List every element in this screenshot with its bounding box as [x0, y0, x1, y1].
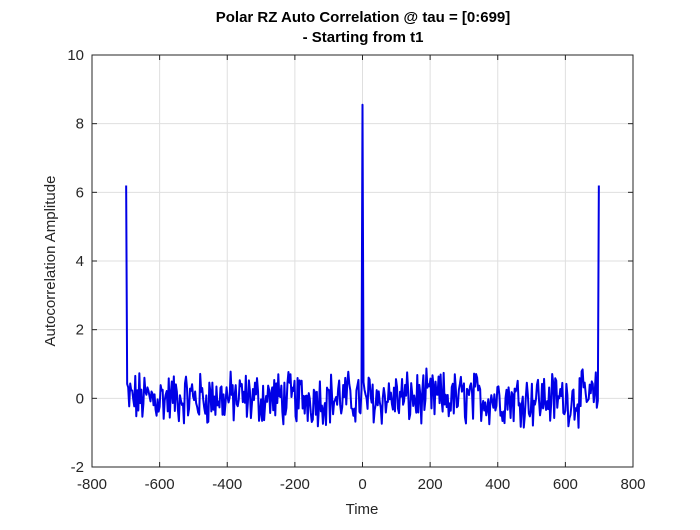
x-tick-label: 800	[620, 476, 645, 493]
x-tick-label: -200	[280, 476, 310, 493]
x-tick-label: -800	[77, 476, 107, 493]
x-tick-label: 400	[485, 476, 510, 493]
chart-title: Polar RZ Auto Correlation @ tau = [0:699…	[216, 9, 511, 46]
y-tick-label: 0	[76, 390, 84, 407]
x-tick-label: -600	[145, 476, 175, 493]
series-layer	[125, 103, 600, 429]
y-tick-label: 10	[67, 47, 84, 64]
axis-ticks	[91, 54, 634, 468]
series-line	[125, 103, 600, 429]
y-tick-label: 6	[76, 184, 84, 201]
x-axis-label: Time	[346, 501, 379, 518]
x-tick-label: 600	[553, 476, 578, 493]
x-tick-label: -400	[212, 476, 242, 493]
x-tick-label: 200	[418, 476, 443, 493]
y-tick-label: 4	[76, 253, 84, 270]
y-tick-labels: -2 0 2 4 6 8 10	[67, 47, 84, 476]
chart-title-line-2: - Starting from t1	[303, 29, 424, 46]
chart-title-line-1: Polar RZ Auto Correlation @ tau = [0:699…	[216, 9, 511, 26]
y-tick-label: 2	[76, 322, 84, 339]
x-tick-label: 0	[358, 476, 366, 493]
y-tick-label: -2	[71, 459, 84, 476]
x-tick-labels: -800 -600 -400 -200 0 200 400 600 800	[77, 476, 646, 493]
y-axis-label: Autocorrelation Amplitude	[42, 176, 59, 347]
y-tick-label: 8	[76, 116, 84, 133]
